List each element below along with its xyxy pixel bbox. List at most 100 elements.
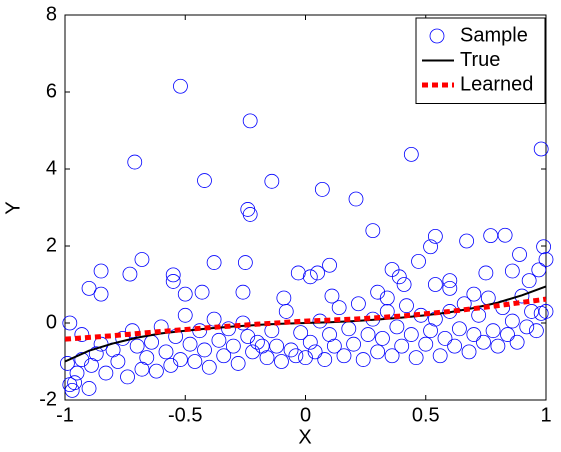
- sample-point: [466, 327, 482, 342]
- sample-point: [533, 141, 549, 157]
- sample-point: [514, 288, 530, 304]
- sample-point: [310, 265, 325, 281]
- sample-point: [396, 277, 412, 292]
- sample-point: [379, 290, 395, 306]
- sample-point: [242, 113, 258, 129]
- sample-point: [375, 330, 390, 346]
- sample-point: [427, 228, 443, 244]
- sample-point: [442, 280, 458, 296]
- sample-point: [62, 315, 78, 331]
- sample-point: [127, 154, 143, 170]
- x-tick-label: 0: [300, 404, 311, 426]
- sample-point: [307, 344, 323, 360]
- sample-point: [531, 262, 547, 278]
- sample-point: [216, 348, 232, 364]
- sample-point: [365, 223, 381, 239]
- sample-point: [269, 338, 285, 354]
- sample-point: [384, 348, 400, 364]
- sample-point: [360, 327, 376, 342]
- sample-point: [411, 253, 426, 269]
- y-tick-label: 6: [46, 80, 57, 102]
- sample-point: [288, 348, 304, 364]
- sample-point: [206, 311, 222, 327]
- y-tick-label: 0: [46, 311, 57, 333]
- sample-point: [302, 269, 318, 285]
- sample-point: [524, 304, 539, 319]
- sample-point: [129, 338, 145, 354]
- sample-point: [249, 334, 265, 350]
- sample-point: [242, 207, 258, 222]
- sample-point: [98, 365, 114, 381]
- sample-point: [538, 252, 554, 267]
- sample-point: [370, 284, 386, 300]
- sample-point: [504, 263, 520, 279]
- sample-point: [74, 327, 90, 342]
- sample-point: [403, 327, 419, 342]
- sample-point: [177, 307, 193, 323]
- x-tick-label: -1: [56, 404, 74, 426]
- sample-point: [442, 273, 458, 289]
- sample-point: [237, 255, 253, 270]
- y-tick-label: 8: [46, 3, 57, 25]
- sample-point: [173, 78, 188, 94]
- legend-label: Learned: [460, 73, 533, 95]
- sample-point: [497, 227, 513, 243]
- sample-point: [163, 357, 179, 373]
- sample-point: [122, 266, 138, 282]
- sample-point: [403, 146, 419, 162]
- sample-point: [322, 257, 337, 273]
- y-axis-label: Y: [2, 201, 24, 214]
- sample-point: [259, 350, 275, 366]
- sample-point: [187, 354, 203, 369]
- x-tick-label: -0.5: [168, 404, 202, 426]
- sample-point: [509, 334, 525, 350]
- sample-point: [124, 323, 140, 339]
- sample-point: [394, 338, 410, 354]
- sample-point: [521, 273, 537, 289]
- sample-point: [432, 348, 448, 364]
- sample-point: [173, 352, 188, 367]
- sample-point: [197, 173, 212, 188]
- sample-point: [355, 352, 371, 367]
- sample-point: [447, 338, 463, 354]
- sample-point: [225, 338, 241, 354]
- sample-point: [274, 354, 289, 369]
- sample-point: [182, 336, 198, 352]
- sample-point: [466, 286, 482, 302]
- legend-label: Sample: [460, 24, 528, 46]
- sample-point: [512, 247, 527, 262]
- sample-point: [177, 286, 193, 302]
- sample-point: [336, 348, 352, 364]
- sample-point: [324, 288, 340, 304]
- sample-point: [538, 304, 554, 319]
- sample-point: [165, 267, 181, 283]
- sample-point: [348, 191, 364, 207]
- x-axis-label: X: [298, 426, 311, 448]
- sample-point: [459, 233, 475, 249]
- sample-point: [290, 265, 306, 281]
- sample-point: [235, 284, 251, 300]
- sample-point: [519, 319, 535, 335]
- line-dashed: [64, 296, 547, 342]
- sample-point: [240, 329, 256, 344]
- sample-point: [528, 323, 544, 339]
- sample-point: [399, 298, 414, 314]
- sample-point: [69, 365, 85, 381]
- sample-point: [351, 296, 366, 312]
- sample-point: [120, 369, 135, 385]
- sample-point: [504, 313, 520, 329]
- sample-point: [483, 228, 499, 244]
- sample-point: [93, 286, 109, 302]
- sample-point: [206, 255, 222, 270]
- sample-point: [194, 284, 210, 300]
- sample-point: [93, 263, 109, 279]
- sample-point: [165, 274, 181, 289]
- x-tick-label: 1: [540, 404, 551, 426]
- sample-point: [148, 363, 164, 379]
- sample-point: [201, 359, 217, 375]
- sample-point: [230, 356, 246, 371]
- sample-point: [423, 239, 438, 255]
- x-tick-label: 0.5: [412, 404, 440, 426]
- y-tick-label: -2: [39, 388, 57, 410]
- sample-point: [408, 350, 424, 366]
